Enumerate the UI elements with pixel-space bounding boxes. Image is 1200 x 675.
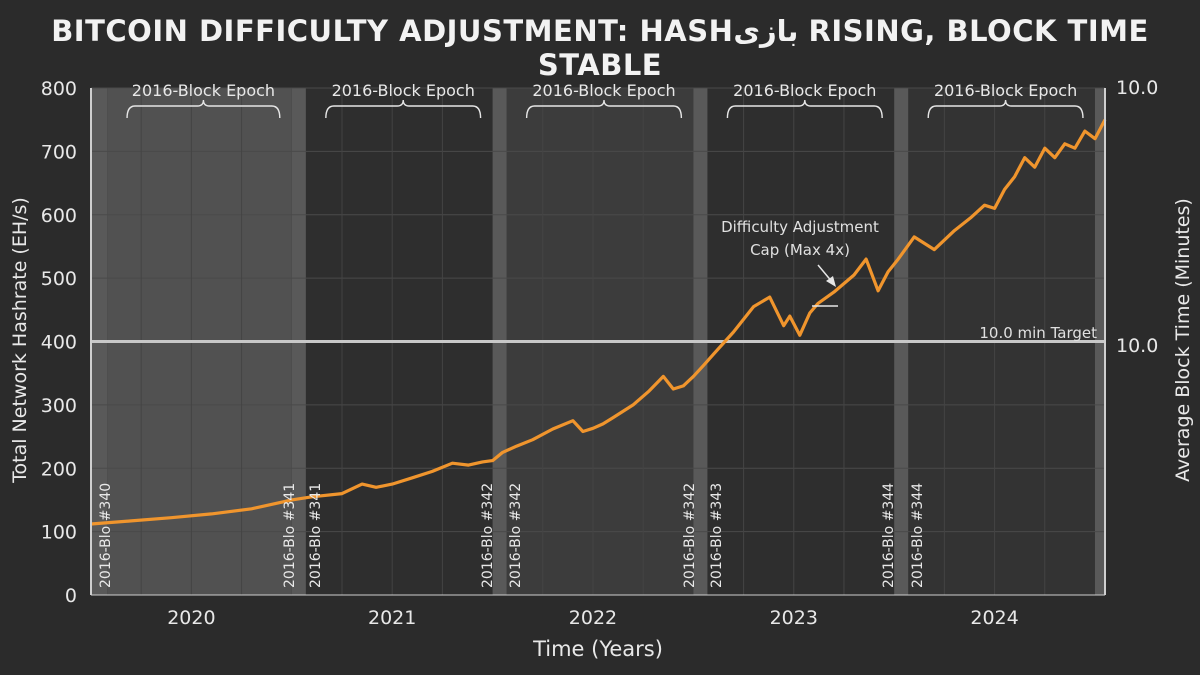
x-tick-label: 2022: [569, 607, 617, 629]
epoch-label: 2016-Block Epoch: [532, 81, 675, 100]
boundary-label: 2016-Blo #341: [308, 483, 324, 588]
y-tick-label: 200: [41, 458, 77, 480]
cap-annotation-line1: Difficulty Adjustment: [721, 218, 879, 236]
x-axis-label: Time (Years): [532, 637, 663, 661]
boundary-label: 2016-Blo #340: [98, 483, 114, 588]
epoch-bracket: [525, 99, 683, 119]
boundary-label: 2016-Blo #342: [682, 483, 698, 588]
epoch-bracket: [927, 99, 1084, 119]
x-tick-label: 2020: [167, 607, 215, 629]
epoch-bracket: [126, 99, 281, 119]
y2-tick-label: 10.0: [1116, 77, 1158, 99]
x-tick-label: 2023: [770, 607, 818, 629]
y-tick-label: 0: [65, 585, 77, 607]
x-tick-label: 2021: [368, 607, 416, 629]
y2-tick-label: 10.0: [1116, 335, 1158, 357]
target-label: 10.0 min Target: [979, 324, 1097, 342]
epoch-label: 2016-Block Epoch: [934, 81, 1077, 100]
epoch-bracket: [726, 99, 883, 119]
hashrate-line: [90, 118, 1107, 526]
y-tick-label: 100: [41, 522, 77, 544]
x-tick-label: 2024: [970, 607, 1018, 629]
y-tick-label: 600: [41, 205, 77, 227]
y-tick-label: 700: [41, 141, 77, 163]
boundary-label: 2016-Blo #342: [480, 483, 496, 588]
boundary-label: 2016-Blo #344: [910, 483, 926, 588]
epoch-bracket: [325, 99, 482, 119]
boundary-label: 2016-Blo #342: [508, 483, 524, 588]
y-tick-label: 400: [41, 332, 77, 354]
chart-title: BITCOIN DIFFICULTY ADJUSTMENT: HASHبازی …: [51, 14, 1149, 82]
boundary-label: 2016-Blo #341: [282, 483, 298, 588]
y-tick-label: 300: [41, 395, 77, 417]
cap-annotation-arrow: [812, 264, 838, 307]
cap-annotation-line2: Cap (Max 4x): [750, 241, 850, 259]
boundary-label: 2016-Blo #344: [881, 483, 897, 588]
y-axis-label: Total Network Hashrate (EH/s): [9, 197, 31, 484]
epoch-label: 2016-Block Epoch: [132, 81, 275, 100]
epoch-label: 2016-Block Epoch: [332, 81, 475, 100]
y2-axis-label: Average Block Time (Minutes): [1172, 198, 1194, 482]
y-tick-label: 800: [41, 78, 77, 100]
epoch-label: 2016-Block Epoch: [733, 81, 876, 100]
boundary-label: 2016-Blo #343: [709, 483, 725, 588]
y-tick-label: 500: [41, 268, 77, 290]
